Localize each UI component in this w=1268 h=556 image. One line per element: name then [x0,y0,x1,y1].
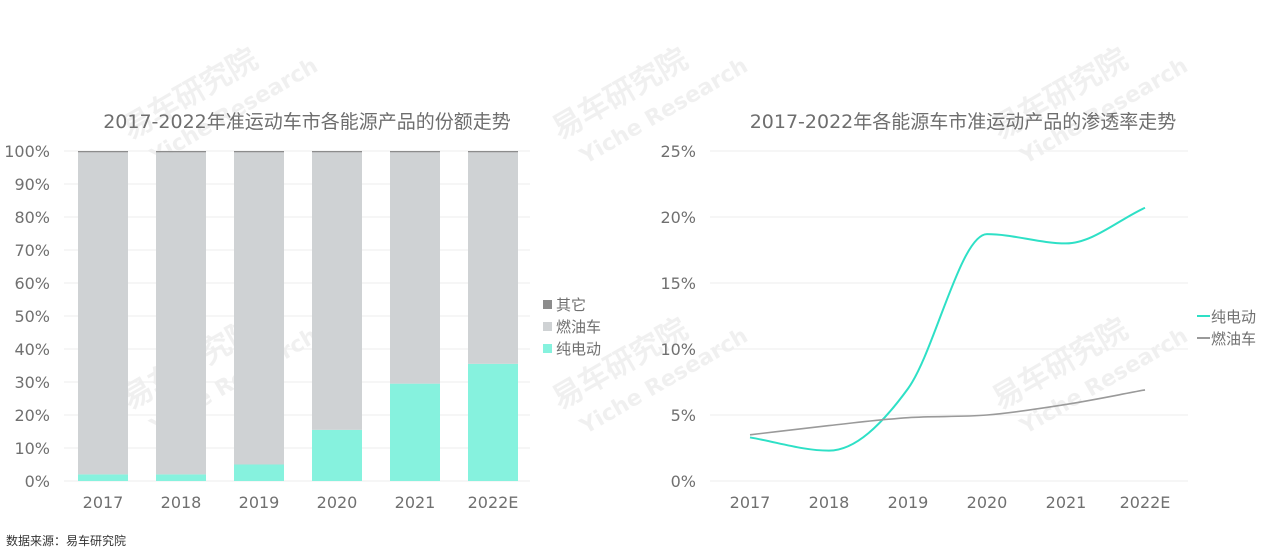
bar-chart-x-axis: 2017 2018 2019 2020 2021 2022E [83,493,519,512]
y-tick-label: 100% [4,142,50,161]
legend-swatch [543,322,552,331]
series-line [749,389,1146,436]
y-tick-label: 25% [660,142,696,161]
y-tick-label: 60% [14,274,50,293]
bar-segment [156,151,206,153]
line-chart-title: 2017-2022年各能源车市准运动产品的渗透率走势 [750,111,1177,133]
bar-segment [468,151,518,153]
x-tick-label: 2022E [468,493,519,512]
legend-label: 燃油车 [1211,330,1256,348]
bar-segment [234,152,284,465]
x-tick-label: 2022E [1120,493,1171,512]
x-tick-label: 2018 [161,493,202,512]
legend-label: 纯电动 [1211,308,1256,326]
bar-segment [468,363,518,481]
y-tick-label: 50% [14,307,50,326]
bar-chart-title: 2017-2022年准运动车市各能源产品的份额走势 [103,111,511,133]
bar-segment [156,152,206,475]
y-tick-label: 30% [14,373,50,392]
bar-segment [312,151,362,153]
y-tick-label: 40% [14,340,50,359]
x-tick-label: 2021 [1046,493,1087,512]
line-chart: 2017-2022年各能源车市准运动产品的渗透率走势 0% 5% 10% 15% 20%… [660,111,1256,512]
y-tick-label: 20% [14,406,50,425]
x-tick-label: 2020 [317,493,358,512]
x-tick-label: 2017 [730,493,771,512]
bar-segment [234,464,284,481]
line-chart-y-axis: 0% 5% 10% 15% 20% 25% [660,142,696,491]
bar-segment [156,474,206,481]
bar-segment [312,429,362,481]
legend-label: 燃油车 [556,318,601,336]
bar-segment [390,151,440,153]
line-chart-gridlines [710,150,1188,482]
bar-segment [78,152,128,475]
bar-segment [312,152,362,430]
x-tick-label: 2020 [967,493,1008,512]
bar-segment [234,151,284,153]
stacked-bar-chart: 2017-2022年准运动车市各能源产品的份额走势 0% 10% 20% 30% 40%… [4,111,601,512]
bar-segment [390,383,440,481]
y-tick-label: 70% [14,241,50,260]
y-tick-label: 15% [660,274,696,293]
bar-chart-bars [78,151,518,481]
y-tick-label: 10% [660,340,696,359]
data-source: 数据来源：易车研究院 [6,533,126,548]
x-tick-label: 2019 [888,493,929,512]
legend-label: 纯电动 [556,340,601,358]
x-tick-label: 2018 [809,493,850,512]
y-tick-label: 10% [14,439,50,458]
y-tick-label: 20% [660,208,696,227]
bar-segment [390,152,440,384]
legend-swatch [543,300,552,309]
bar-segment [78,151,128,153]
series-line [749,206,1146,452]
y-tick-label: 80% [14,208,50,227]
bar-chart-gridlines [64,150,530,482]
line-chart-series [749,206,1146,452]
legend-label: 其它 [556,296,586,314]
y-tick-label: 90% [14,175,50,194]
bar-chart-y-axis: 0% 10% 20% 30% 40% 50% 60% 70% 80% 90% 100% [4,142,50,491]
x-tick-label: 2017 [83,493,124,512]
y-tick-label: 5% [671,406,696,425]
legend-swatch [543,344,552,353]
y-tick-label: 0% [25,472,50,491]
bar-segment [468,152,518,364]
x-tick-label: 2019 [239,493,280,512]
y-tick-label: 0% [671,472,696,491]
bar-segment [78,474,128,481]
x-tick-label: 2021 [395,493,436,512]
line-chart-x-axis: 2017 2018 2019 2020 2021 2022E [730,493,1171,512]
